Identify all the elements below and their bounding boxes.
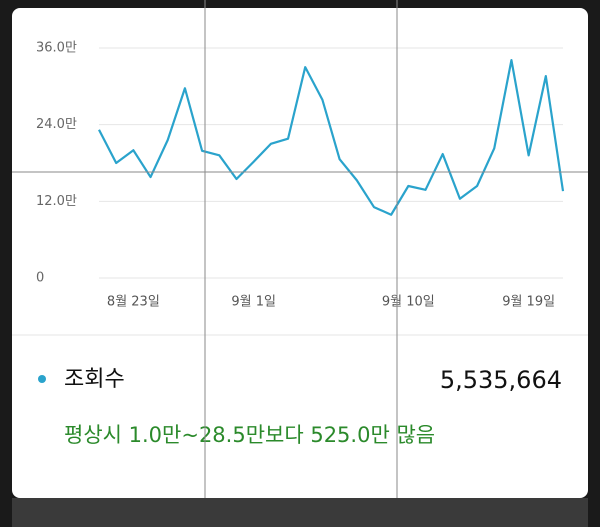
y-tick-label: 0 [36,271,44,286]
card [12,8,588,498]
plot: 0 12.0만 24.0만 36.0만 8월 23일 9월 1일 9월 10일 9월 19일 [36,41,565,310]
bottom-bar [12,498,588,527]
legend-dot [38,375,46,383]
y-tick-label: 36.0만 [36,41,77,56]
y-tick-label: 12.0만 [36,194,77,209]
x-tick-label: 9월 19일 [502,295,555,310]
y-tick-label: 24.0만 [36,117,77,132]
crop-guides [12,0,588,498]
x-tick-label: 9월 1일 [231,295,276,310]
comparison: 평상시 1.0만~28.5만보다 525.0만 많음 [64,423,435,447]
total: 5,535,664 [440,366,562,394]
x-tick-label: 8월 23일 [107,295,160,310]
legend-label: 조회수 [64,367,125,392]
line [98,59,565,216]
x-tick-label: 9월 10일 [382,295,435,310]
